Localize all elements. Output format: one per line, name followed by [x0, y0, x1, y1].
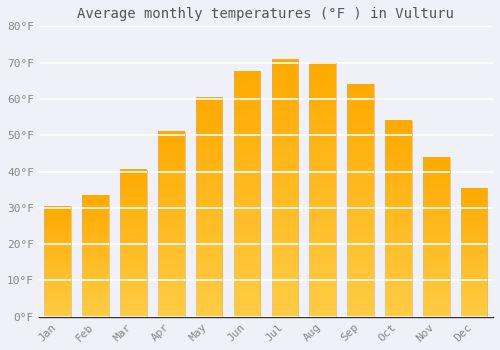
Title: Average monthly temperatures (°F ) in Vulturu: Average monthly temperatures (°F ) in Vu…: [78, 7, 454, 21]
